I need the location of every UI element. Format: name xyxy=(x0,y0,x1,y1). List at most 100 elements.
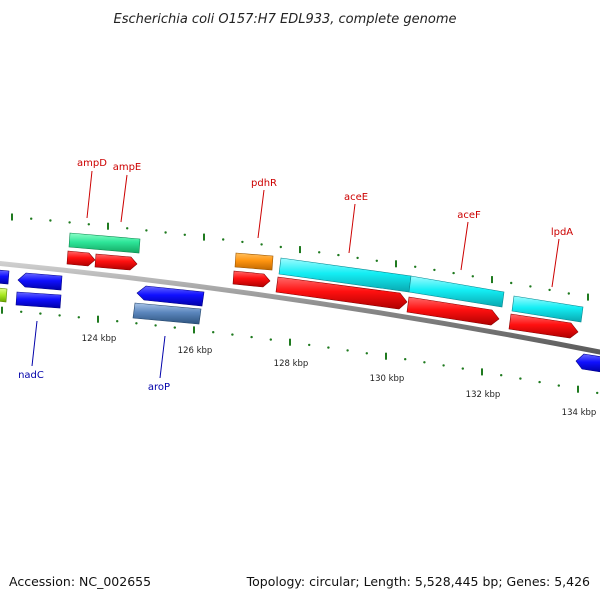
minor-tick xyxy=(414,265,417,268)
gene-aceE-arrow[interactable] xyxy=(275,276,408,310)
minor-tick xyxy=(49,219,52,222)
minor-tick xyxy=(126,227,129,230)
minor-tick xyxy=(318,251,321,254)
minor-tick xyxy=(77,316,81,319)
minor-tick xyxy=(145,229,148,232)
minor-tick xyxy=(510,281,513,285)
gene-label-nadC[interactable]: nadC xyxy=(18,370,44,381)
scale-label: 132 kbp xyxy=(466,390,501,400)
minor-tick xyxy=(269,338,272,341)
map-title: Escherichia coli O157:H7 EDL933, complet… xyxy=(114,12,457,27)
minor-tick xyxy=(433,268,436,272)
minor-tick xyxy=(279,245,282,249)
minor-tick xyxy=(423,361,426,364)
genome-backbone xyxy=(0,260,600,355)
gene-ampD-region-feature[interactable] xyxy=(68,232,141,254)
minor-tick xyxy=(116,320,119,323)
minor-tick xyxy=(173,326,176,329)
gene-pdhR-arrow[interactable] xyxy=(232,270,271,288)
gene-nadC-arrow[interactable] xyxy=(15,291,62,309)
major-tick xyxy=(97,315,99,323)
gene-ampD-arrow[interactable] xyxy=(66,250,96,267)
minor-tick xyxy=(183,233,186,236)
minor-tick xyxy=(461,367,464,370)
minor-tick xyxy=(500,374,503,377)
minor-tick xyxy=(39,312,42,315)
minor-tick xyxy=(452,271,455,275)
minor-tick xyxy=(375,259,378,262)
gene-label-ampD[interactable]: ampD xyxy=(77,158,107,169)
gene-label-lpdA[interactable]: lpdA xyxy=(551,227,573,238)
minor-tick xyxy=(442,364,445,367)
scale-label: 134 kbp xyxy=(562,408,597,418)
major-tick xyxy=(1,306,3,314)
scale-label: 124 kbp xyxy=(82,334,117,344)
minor-tick xyxy=(20,310,23,313)
gene-aceF-region-feature[interactable] xyxy=(408,275,505,308)
forward-strand xyxy=(66,232,584,339)
minor-tick xyxy=(212,331,215,334)
genome-summary-text: Topology: circular; Length: 5,528,445 bp… xyxy=(246,574,590,589)
major-tick xyxy=(203,233,205,241)
gene-edge-left-top-arrow[interactable] xyxy=(0,269,10,285)
minor-tick xyxy=(471,275,474,278)
minor-tick xyxy=(308,343,311,347)
gene-ampE-arrow[interactable] xyxy=(94,253,138,271)
major-tick xyxy=(385,352,387,360)
minor-tick xyxy=(548,288,551,292)
minor-tick xyxy=(327,346,330,349)
major-tick xyxy=(289,338,291,346)
minor-tick xyxy=(260,243,263,246)
gene-label-aceE[interactable]: aceE xyxy=(344,192,368,203)
major-tick xyxy=(11,213,13,221)
minor-tick xyxy=(365,352,368,355)
gene-aroP-region-feature[interactable] xyxy=(132,302,202,325)
gene-lpdA-arrow[interactable] xyxy=(508,313,579,339)
gene-label-aceF[interactable]: aceF xyxy=(457,210,481,221)
minor-tick xyxy=(222,238,225,241)
minor-tick xyxy=(68,221,71,224)
gene-nadC-upper-arrow[interactable] xyxy=(17,272,63,291)
minor-tick xyxy=(87,223,91,226)
minor-tick xyxy=(346,349,349,352)
minor-tick xyxy=(529,285,532,288)
tick-marks xyxy=(1,213,599,395)
minor-tick xyxy=(231,333,234,336)
minor-tick xyxy=(154,324,157,327)
scale-label: 128 kbp xyxy=(274,359,309,369)
minor-tick xyxy=(596,391,599,395)
minor-tick xyxy=(164,231,167,234)
major-tick xyxy=(481,368,483,376)
gene-edge-left-lime-feature[interactable] xyxy=(0,287,8,303)
gene-label-ampE[interactable]: ampE xyxy=(113,162,142,173)
major-tick xyxy=(299,246,301,254)
minor-tick xyxy=(538,380,541,384)
gene-aceF-arrow[interactable] xyxy=(406,296,500,326)
scale-label: 126 kbp xyxy=(178,346,213,356)
minor-tick xyxy=(337,253,340,257)
minor-tick xyxy=(250,335,253,339)
scale-labels: 124 kbp 126 kbp 128 kbp 130 kbp 132 kbp … xyxy=(82,334,597,418)
minor-tick xyxy=(356,256,359,260)
minor-tick xyxy=(58,314,61,317)
accession-text: Accession: NC_002655 xyxy=(9,574,151,589)
gene-pdhR-region-feature[interactable] xyxy=(234,252,274,271)
reverse-strand xyxy=(0,269,600,373)
minor-tick xyxy=(404,358,407,361)
gene-label-pdhR[interactable]: pdhR xyxy=(251,178,277,189)
major-tick xyxy=(395,260,397,268)
minor-tick xyxy=(519,377,522,380)
gene-lpdA-region-feature[interactable] xyxy=(511,295,584,323)
gene-edge-right-arrow[interactable] xyxy=(575,353,600,373)
gene-aroP-upper-arrow[interactable] xyxy=(136,285,205,307)
gene-labels: ampD ampE pdhR aceE aceF lpdA nadC aroP xyxy=(18,158,573,393)
minor-tick xyxy=(135,322,138,325)
minor-tick xyxy=(241,240,244,244)
major-tick xyxy=(491,276,493,284)
major-tick xyxy=(577,385,579,393)
major-tick xyxy=(107,222,109,230)
minor-tick xyxy=(30,217,33,220)
minor-tick xyxy=(567,292,570,295)
gene-label-aroP[interactable]: aroP xyxy=(148,382,170,393)
